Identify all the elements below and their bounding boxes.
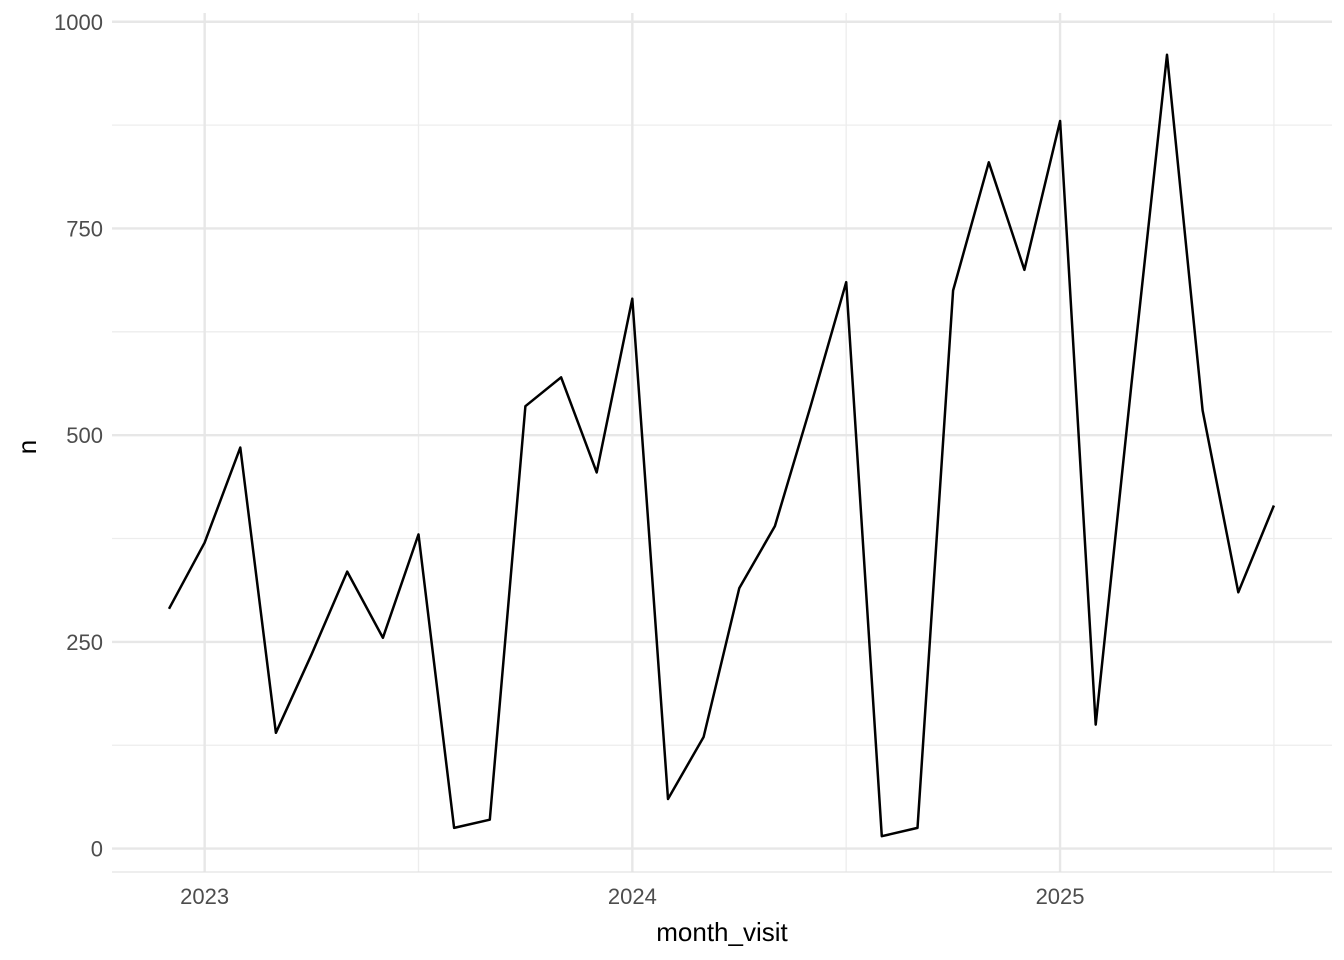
y-tick-label: 250 [66, 630, 103, 655]
data-series-line [167, 53, 1276, 838]
x-tick-label: 2024 [608, 884, 657, 909]
y-tick-label: 500 [66, 423, 103, 448]
y-tick-label: 750 [66, 216, 103, 241]
x-axis-title: month_visit [656, 917, 788, 947]
y-axis-title: n [12, 439, 42, 455]
x-tick-label: 2025 [1036, 884, 1085, 909]
y-tick-label: 1000 [54, 10, 103, 35]
y-tick-label: 0 [91, 837, 103, 862]
x-tick-label: 2023 [180, 884, 229, 909]
